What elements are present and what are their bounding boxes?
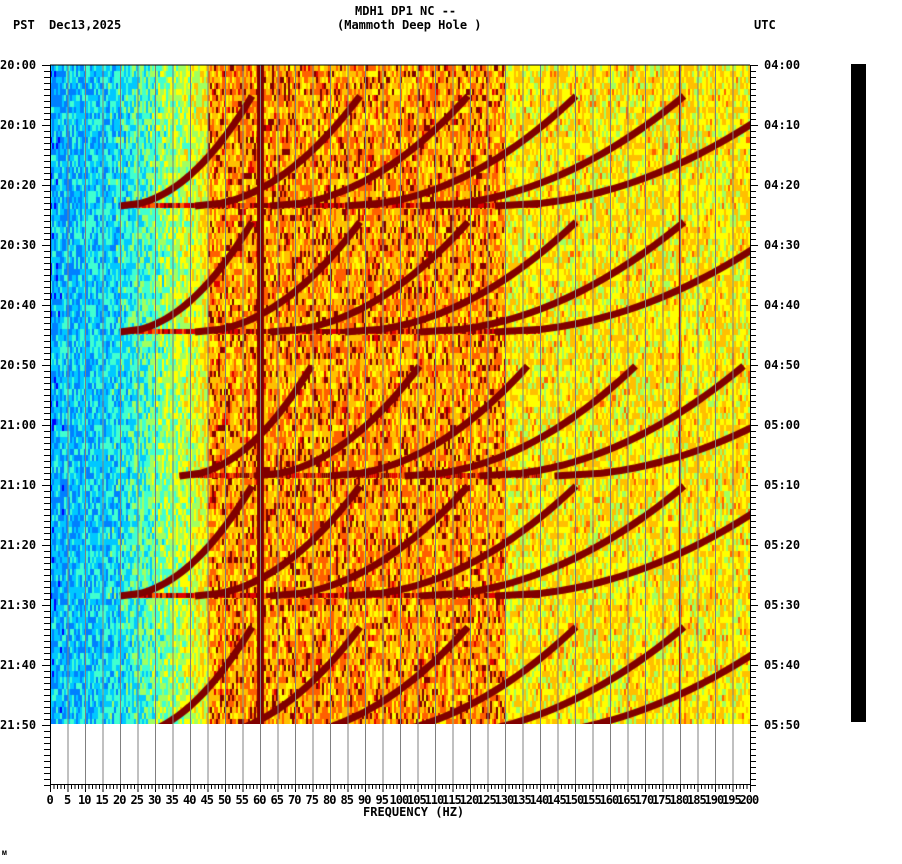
x-tick-label: 100: [389, 793, 410, 807]
y-tick-label-left: 20:30: [0, 238, 37, 252]
y-tick-label-right: 04:30: [764, 238, 801, 252]
x-tick-label: 5: [64, 793, 71, 807]
spectrogram-plot: [50, 65, 750, 724]
y-tick-label-right: 05:20: [764, 538, 801, 552]
y-tick-label-right: 05:30: [764, 598, 801, 612]
x-tick-label: 140: [529, 793, 550, 807]
x-tick-label: 50: [218, 793, 231, 807]
y-tick-label-right: 04:00: [764, 58, 801, 72]
x-tick-label: 90: [358, 793, 371, 807]
x-tick-label: 155: [582, 793, 602, 807]
x-tick-label: 0: [46, 793, 54, 807]
x-tick-label: 115: [442, 793, 462, 807]
footer-mark: ᴍ: [2, 848, 7, 857]
y-tick-label-right: 05:10: [764, 478, 801, 492]
y-tick-label-left: 21:40: [0, 658, 37, 672]
y-tick-label-left: 21:00: [0, 418, 37, 432]
x-tick-label: 170: [634, 793, 655, 807]
x-tick-label: 80: [323, 793, 336, 807]
y-tick-label-right: 05:40: [764, 658, 801, 672]
x-tick-label: 175: [652, 793, 672, 807]
x-tick-label: 145: [547, 793, 567, 807]
x-tick-label: 85: [340, 793, 354, 807]
x-tick-label: 150: [564, 793, 585, 807]
y-tick-label-right: 04:50: [764, 358, 801, 372]
x-tick-label: 10: [78, 793, 91, 807]
y-tick-label-right: 05:50: [764, 718, 801, 732]
x-tick-label: 130: [494, 793, 515, 807]
x-tick-label: 60: [253, 793, 266, 807]
x-tick-label: 200: [739, 793, 760, 807]
x-tick-label: 105: [407, 793, 427, 807]
x-tick-label: 40: [183, 793, 196, 807]
header-left-timezone: PST: [13, 18, 35, 32]
x-tick-label: 55: [235, 793, 249, 807]
x-tick-label: 185: [687, 793, 707, 807]
y-tick-label-left: 21:10: [0, 478, 37, 492]
x-tick-label: 45: [200, 793, 214, 807]
x-tick-label: 125: [477, 793, 497, 807]
x-tick-label: 95: [375, 793, 389, 807]
x-tick-label: 15: [95, 793, 109, 807]
x-tick-label: 70: [288, 793, 301, 807]
x-tick-label: 135: [512, 793, 532, 807]
y-tick-label-right: 04:40: [764, 298, 801, 312]
y-tick-label-left: 20:50: [0, 358, 37, 372]
y-tick-label-left: 21:20: [0, 538, 37, 552]
x-tick-label: 165: [617, 793, 637, 807]
x-tick-label: 20: [113, 793, 126, 807]
x-tick-label: 75: [305, 793, 319, 807]
x-tick-label: 120: [459, 793, 480, 807]
x-tick-label: 160: [599, 793, 620, 807]
x-tick-label: 65: [270, 793, 284, 807]
y-tick-label-left: 20:00: [0, 58, 37, 72]
y-tick-label-left: 20:10: [0, 118, 37, 132]
y-tick-label-left: 20:20: [0, 178, 37, 192]
amplitude-strip: [851, 64, 866, 722]
y-tick-label-right: 05:00: [764, 418, 801, 432]
header-station: MDH1 DP1 NC --: [355, 4, 457, 18]
y-tick-label-left: 21:50: [0, 718, 37, 732]
y-tick-label-left: 21:30: [0, 598, 37, 612]
y-tick-label-left: 20:40: [0, 298, 37, 312]
spectrogram-image: [50, 65, 750, 724]
x-tick-label: 110: [424, 793, 445, 807]
header-date: Dec13,2025: [49, 18, 122, 32]
x-tick-label: 190: [704, 793, 725, 807]
x-axis-title: FREQUENCY (HZ): [363, 805, 465, 819]
header-right-timezone: UTC: [754, 18, 776, 32]
x-tick-label: 30: [148, 793, 161, 807]
x-tick-label: 180: [669, 793, 690, 807]
header-site-name: (Mammoth Deep Hole ): [337, 18, 482, 32]
x-tick-label: 195: [722, 793, 742, 807]
x-tick-label: 35: [165, 793, 179, 807]
y-tick-label-right: 04:20: [764, 178, 801, 192]
y-tick-label-right: 04:10: [764, 118, 801, 132]
x-tick-label: 25: [130, 793, 144, 807]
